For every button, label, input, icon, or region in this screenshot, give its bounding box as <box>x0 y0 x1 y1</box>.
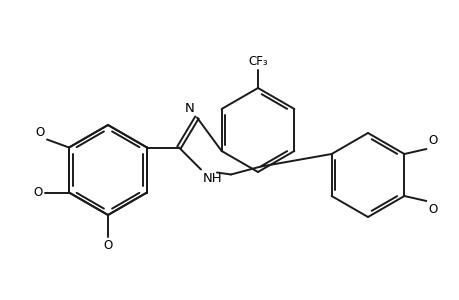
Text: O: O <box>427 134 437 147</box>
Text: NH: NH <box>202 172 222 184</box>
Text: CF₃: CF₃ <box>248 55 267 68</box>
Text: N: N <box>185 101 195 115</box>
Text: O: O <box>427 203 437 216</box>
Text: O: O <box>103 239 112 252</box>
Text: O: O <box>36 125 45 139</box>
Text: O: O <box>34 186 43 199</box>
